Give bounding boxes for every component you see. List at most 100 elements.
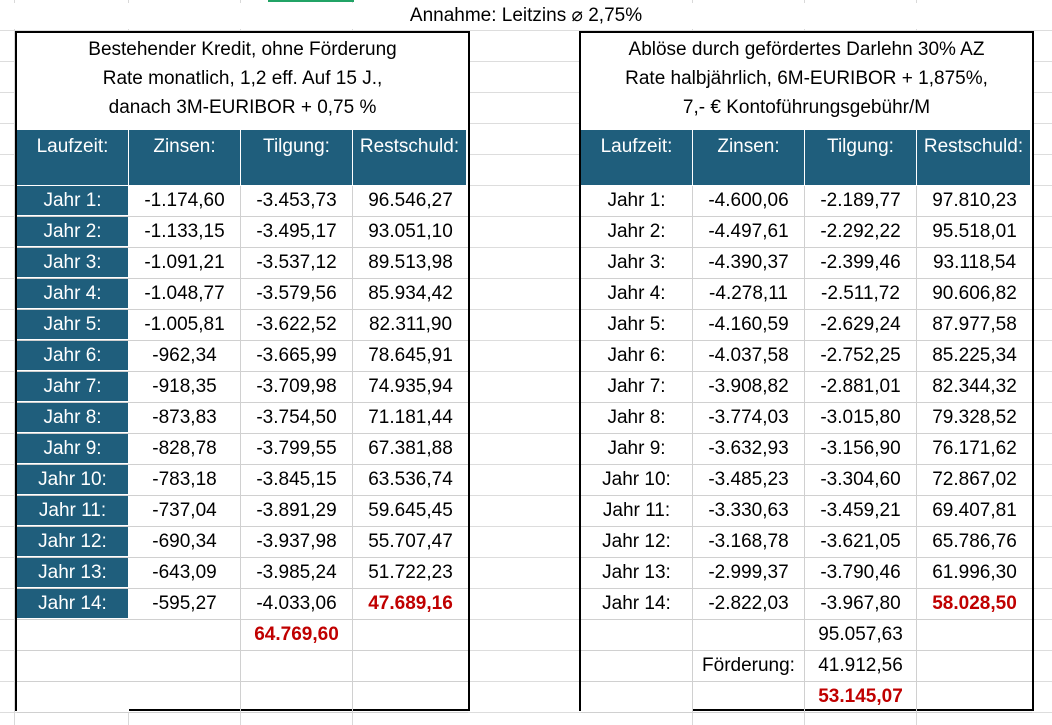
tilgung-cell[interactable]: -4.033,06 [241,589,353,619]
zinsen-cell[interactable]: -918,35 [129,372,241,402]
tilgung-cell[interactable]: -3.985,24 [241,558,353,588]
restschuld-cell[interactable]: 85.934,42 [368,283,453,304]
zinsen-cell[interactable]: -3.330,63 [693,496,805,526]
zinsen-cell[interactable]: -1.133,15 [129,217,241,247]
laufzeit-cell[interactable]: Jahr 13: [581,558,693,588]
summary-cell[interactable] [129,651,241,681]
tilgung-cell[interactable]: -3.621,05 [805,527,917,557]
restschuld-cell[interactable]: 97.810,23 [932,190,1017,211]
restschuld-cell[interactable]: 71.181,44 [368,407,453,428]
tilgung-cell[interactable]: -2.752,25 [805,341,917,371]
restschuld-cell[interactable]: 85.225,34 [932,345,1017,366]
tilgung-cell[interactable]: -3.845,15 [241,465,353,495]
zinsen-cell[interactable]: -828,78 [129,434,241,464]
tilgung-cell[interactable]: -3.754,50 [241,403,353,433]
restschuld-cell[interactable]: 93.118,54 [932,252,1017,273]
tilgung-cell[interactable]: -3.665,99 [241,341,353,371]
zinsen-cell[interactable]: -3.774,03 [693,403,805,433]
zinsen-cell[interactable]: -737,04 [129,496,241,526]
tilgung-cell[interactable]: -3.967,80 [805,589,917,619]
tilgung-cell[interactable]: -3.156,90 [805,434,917,464]
zinsen-cell[interactable]: -783,18 [129,465,241,495]
restschuld-cell[interactable]: 67.381,88 [368,438,453,459]
summary-cell[interactable] [917,682,1032,712]
laufzeit-cell[interactable]: Jahr 6: [581,341,693,371]
summary-cell[interactable] [917,651,1032,681]
summary-cell[interactable] [353,651,468,681]
tilgung-cell[interactable]: -2.511,72 [805,279,917,309]
tilgung-cell[interactable]: -2.189,77 [805,186,917,216]
summary-cell[interactable] [17,682,129,712]
restschuld-cell[interactable]: 78.645,91 [368,345,453,366]
zinsen-cell[interactable]: -595,27 [129,589,241,619]
laufzeit-cell[interactable]: Jahr 3: [581,248,693,278]
column-header-restschuld[interactable]: Restschuld: [353,130,466,185]
zinsen-cell[interactable]: -873,83 [129,403,241,433]
summary-cell[interactable] [581,651,693,681]
restschuld-cell[interactable]: 96.546,27 [368,190,453,211]
column-header-zinsen[interactable]: Zinsen: [129,130,241,185]
summary-cell[interactable]: Förderung: [693,651,805,681]
tilgung-cell[interactable]: -3.622,52 [241,310,353,340]
laufzeit-cell[interactable]: Jahr 9: [581,434,693,464]
tilgung-cell[interactable]: -3.453,73 [241,186,353,216]
column-header-zinsen[interactable]: Zinsen: [693,130,805,185]
tilgung-cell[interactable]: -3.304,60 [805,465,917,495]
restschuld-cell[interactable]: 59.645,45 [368,500,453,521]
tilgung-cell[interactable]: -3.015,80 [805,403,917,433]
restschuld-cell[interactable]: 55.707,47 [368,531,453,552]
restschuld-cell[interactable]: 89.513,98 [368,252,453,273]
summary-cell[interactable] [17,651,129,681]
zinsen-cell[interactable]: -2.999,37 [693,558,805,588]
restschuld-cell[interactable]: 87.977,58 [932,314,1017,335]
zinsen-cell[interactable]: -1.048,77 [129,279,241,309]
tilgung-cell[interactable]: -2.629,24 [805,310,917,340]
laufzeit-cell[interactable]: Jahr 5: [581,310,693,340]
restschuld-cell[interactable]: 65.786,76 [932,531,1017,552]
restschuld-cell[interactable]: 47.689,16 [368,593,453,614]
table-title[interactable]: Ablöse durch gefördertes Darlehn 30% AZ … [581,33,1032,130]
tilgung-cell[interactable]: -3.495,17 [241,217,353,247]
laufzeit-cell[interactable]: Jahr 2: [17,217,129,247]
column-header-laufzeit[interactable]: Laufzeit: [17,130,129,185]
restschuld-cell[interactable]: 79.328,52 [932,407,1017,428]
laufzeit-cell[interactable]: Jahr 7: [581,372,693,402]
zinsen-cell[interactable]: -4.037,58 [693,341,805,371]
tilgung-cell[interactable]: -3.537,12 [241,248,353,278]
zinsen-cell[interactable]: -4.390,37 [693,248,805,278]
zinsen-cell[interactable]: -3.632,93 [693,434,805,464]
tilgung-cell[interactable]: -3.709,98 [241,372,353,402]
zinsen-cell[interactable]: -4.278,11 [693,279,805,309]
summary-cell[interactable] [241,651,353,681]
zinsen-cell[interactable]: -690,34 [129,527,241,557]
column-header-tilgung[interactable]: Tilgung: [241,130,353,185]
restschuld-cell[interactable]: 93.051,10 [368,221,453,242]
laufzeit-cell[interactable]: Jahr 11: [581,496,693,526]
laufzeit-cell[interactable]: Jahr 11: [17,496,129,526]
laufzeit-cell[interactable]: Jahr 8: [17,403,129,433]
column-header-laufzeit[interactable]: Laufzeit: [581,130,693,185]
laufzeit-cell[interactable]: Jahr 14: [17,589,129,619]
summary-cell[interactable] [581,682,693,712]
laufzeit-cell[interactable]: Jahr 8: [581,403,693,433]
table-title[interactable]: Bestehender Kredit, ohne Förderung Rate … [17,33,468,130]
summary-cell[interactable] [693,620,805,650]
summary-cell[interactable] [129,682,241,712]
column-header-restschuld[interactable]: Restschuld: [917,130,1030,185]
laufzeit-cell[interactable]: Jahr 1: [581,186,693,216]
laufzeit-cell[interactable]: Jahr 3: [17,248,129,278]
zinsen-cell[interactable]: -1.174,60 [129,186,241,216]
laufzeit-cell[interactable]: Jahr 6: [17,341,129,371]
restschuld-cell[interactable]: 74.935,94 [368,376,453,397]
summary-cell[interactable] [581,620,693,650]
restschuld-cell[interactable]: 82.344,32 [932,376,1017,397]
summary-cell[interactable] [17,620,129,650]
tilgung-cell[interactable]: -3.459,21 [805,496,917,526]
summary-cell[interactable]: 41.912,56 [805,651,917,681]
zinsen-cell[interactable]: -4.497,61 [693,217,805,247]
zinsen-cell[interactable]: -643,09 [129,558,241,588]
zinsen-cell[interactable]: -1.005,81 [129,310,241,340]
laufzeit-cell[interactable]: Jahr 9: [17,434,129,464]
zinsen-cell[interactable]: -3.485,23 [693,465,805,495]
restschuld-cell[interactable]: 95.518,01 [932,221,1017,242]
